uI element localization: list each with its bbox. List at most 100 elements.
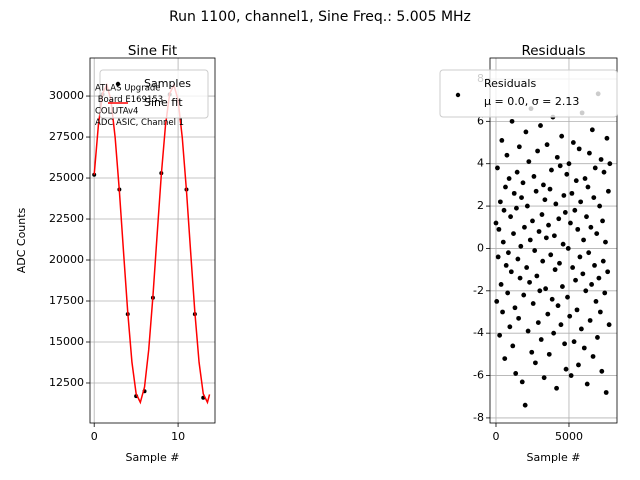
point bbox=[566, 161, 572, 167]
point bbox=[570, 265, 576, 270]
y-tick-label: 22500 bbox=[49, 212, 84, 225]
point bbox=[597, 309, 603, 315]
point bbox=[508, 269, 514, 275]
point bbox=[498, 282, 504, 287]
point bbox=[534, 273, 540, 279]
annotation: COLUTAv4 bbox=[95, 107, 138, 117]
x-axis-label: Sample # bbox=[527, 451, 581, 464]
annotation: ATLAS Upgrade bbox=[95, 84, 161, 94]
point bbox=[535, 148, 540, 154]
y-tick-label: 12500 bbox=[49, 376, 84, 389]
point bbox=[543, 286, 549, 292]
point bbox=[599, 368, 605, 374]
fit-line bbox=[93, 82, 211, 405]
y-tick-label: 27500 bbox=[49, 130, 84, 143]
point bbox=[505, 250, 511, 256]
point bbox=[576, 362, 581, 368]
y-tick-label: 0 bbox=[477, 241, 484, 254]
point bbox=[494, 299, 500, 304]
point bbox=[603, 390, 609, 395]
point bbox=[520, 180, 526, 186]
point bbox=[493, 220, 499, 226]
point bbox=[594, 231, 600, 237]
point bbox=[590, 354, 596, 359]
point bbox=[533, 188, 539, 194]
legend-box bbox=[99, 69, 209, 119]
point bbox=[596, 275, 602, 281]
point bbox=[502, 356, 508, 362]
axes-frame bbox=[89, 57, 216, 424]
point bbox=[556, 216, 562, 222]
x-tick-label: 5000 bbox=[555, 430, 583, 443]
y-tick-label: -8 bbox=[473, 411, 484, 424]
point bbox=[539, 212, 545, 217]
point bbox=[512, 305, 518, 311]
point bbox=[557, 163, 563, 169]
point bbox=[584, 381, 590, 387]
legend-label: Samples bbox=[144, 77, 191, 90]
point bbox=[603, 239, 608, 245]
point bbox=[519, 379, 525, 385]
legend-label: Sine fit bbox=[144, 96, 183, 109]
point bbox=[581, 345, 587, 351]
point bbox=[604, 135, 610, 141]
point bbox=[554, 385, 559, 391]
point bbox=[551, 233, 557, 239]
point bbox=[524, 265, 530, 270]
point bbox=[516, 144, 522, 150]
y-tick-label: 30000 bbox=[49, 89, 84, 102]
legend-box bbox=[439, 69, 618, 118]
x-tick-label: 10 bbox=[171, 430, 185, 443]
point bbox=[561, 193, 567, 198]
y-tick-label: 25000 bbox=[49, 171, 84, 184]
point bbox=[514, 169, 520, 175]
axes-frame bbox=[489, 57, 618, 424]
point bbox=[564, 171, 570, 177]
point bbox=[589, 127, 595, 133]
point bbox=[535, 320, 541, 325]
point bbox=[601, 169, 607, 175]
point bbox=[495, 165, 500, 171]
point bbox=[562, 210, 568, 215]
x-axis-label: Sample # bbox=[126, 451, 180, 464]
point bbox=[526, 159, 532, 164]
point bbox=[527, 237, 533, 243]
point bbox=[549, 167, 554, 173]
point bbox=[555, 303, 561, 309]
point bbox=[565, 294, 570, 300]
x-tick-label: 0 bbox=[91, 430, 98, 443]
point bbox=[503, 262, 509, 268]
point bbox=[563, 366, 569, 372]
point bbox=[530, 301, 536, 306]
point bbox=[541, 375, 547, 381]
point bbox=[517, 275, 523, 281]
point bbox=[595, 335, 600, 340]
point bbox=[522, 224, 527, 230]
point bbox=[537, 288, 543, 294]
point bbox=[549, 296, 555, 302]
point bbox=[576, 146, 582, 152]
y-axis-label: ADC Counts bbox=[15, 207, 28, 273]
point bbox=[513, 371, 519, 376]
point bbox=[532, 248, 538, 253]
point bbox=[587, 150, 592, 156]
point bbox=[540, 258, 546, 264]
point bbox=[560, 284, 565, 289]
point bbox=[548, 252, 554, 258]
point bbox=[510, 343, 516, 349]
point bbox=[551, 330, 557, 336]
point bbox=[569, 190, 575, 196]
y-tick-label: 17500 bbox=[49, 294, 84, 307]
point bbox=[508, 214, 513, 220]
point bbox=[573, 178, 579, 184]
point bbox=[554, 154, 560, 160]
y-tick-label: 15000 bbox=[49, 335, 84, 348]
point bbox=[546, 351, 552, 357]
point bbox=[511, 190, 517, 196]
legend-label: Residuals bbox=[484, 77, 536, 90]
y-tick-label: -4 bbox=[473, 326, 484, 339]
legend-marker bbox=[115, 81, 121, 87]
point bbox=[530, 218, 535, 224]
point bbox=[542, 197, 548, 203]
